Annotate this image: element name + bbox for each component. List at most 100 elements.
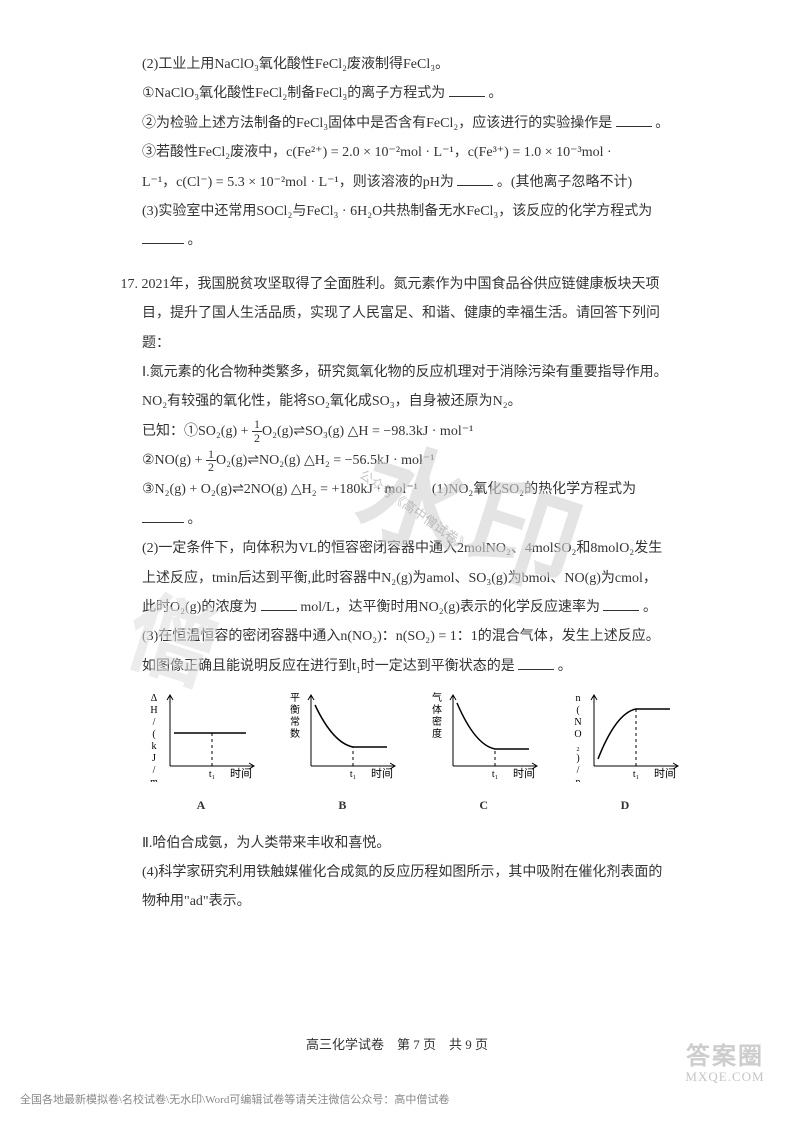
svg-text:体: 体: [432, 704, 442, 716]
svg-text:气: 气: [432, 691, 442, 704]
text-line: ②NO(g) + 12O₂(g)⇌NO₂(g) △H₂ = −56.5kJ · …: [142, 446, 684, 475]
svg-text:n: n: [575, 777, 580, 782]
chart-d: n(NO₂)/n(SO₂) t₁ 时间 D: [566, 687, 684, 818]
svg-text:J: J: [152, 753, 156, 764]
blank-field[interactable]: [518, 654, 554, 669]
question-17: 17. 2021年，我国脱贫攻坚取得了全面胜利。氮元素作为中国食品谷供应链健康板…: [142, 270, 684, 917]
text: 如图像正确且能说明反应在进行到t₁时一定达到平衡状态的是: [142, 659, 515, 674]
text-line: (3)实验室中还常用SOCl₂与FeCl₃ · 6H₂O共热制备无水FeCl₃，…: [142, 197, 684, 226]
chart-label: C: [425, 793, 543, 818]
chart-b-svg: 平衡常数 t₁ 时间: [283, 687, 401, 782]
text-line: (4)科学家研究利用铁触媒催化合成氮的反应历程如图所示，其中吸附在催化剂表面的: [142, 858, 684, 887]
text-line: Ⅰ.氮元素的化合物种类繁多，研究氮氧化物的反应机理对于消除污染有重要指导作用。: [142, 358, 684, 387]
chart-d-svg: n(NO₂)/n(SO₂) t₁ 时间: [566, 687, 684, 782]
svg-text:/: /: [577, 765, 580, 776]
svg-text:时间: 时间: [230, 767, 252, 780]
chart-c-svg: 气体密度 t₁ 时间: [425, 687, 543, 782]
blank-field[interactable]: [261, 596, 297, 611]
text-line: Ⅱ.哈伯合成氨，为人类带来丰收和喜悦。: [142, 829, 684, 858]
text: (1)NO₂氧化SO₂的热化学方程式为: [432, 482, 636, 497]
text-line: (2)工业上用NaClO₃氧化酸性FeCl₂废液制得FeCl₃。: [142, 50, 684, 79]
svg-text:衡: 衡: [290, 704, 300, 716]
text: ①NaClO₃氧化酸性FeCl₂制备FeCl₃的离子方程式为: [142, 86, 445, 101]
question-number: 17.: [110, 270, 138, 299]
text-line: (2)一定条件下，向体积为VL的恒容密闭容器中通入2molNO₂、4molSO₂…: [142, 534, 684, 563]
text-line: (3)在恒温恒容的密闭容器中通入n(NO₂)：n(SO₂) = 1：1的混合气体…: [142, 622, 684, 651]
text: 。: [643, 600, 657, 615]
svg-text:₂: ₂: [576, 741, 580, 752]
text: 此时O₂(g)的浓度为: [142, 600, 257, 615]
text-line: ②为检验上述方法制备的FeCl₃固体中是否含有FeCl₂，应该进行的实验操作是 …: [142, 109, 684, 138]
svg-text:k: k: [152, 741, 157, 752]
svg-text:t₁: t₁: [209, 769, 215, 780]
text: 。: [188, 512, 202, 527]
text-line: 此时O₂(g)的浓度为 mol/L，达平衡时用NO₂(g)表示的化学反应速率为 …: [142, 593, 684, 622]
text-line: 如图像正确且能说明反应在进行到t₁时一定达到平衡状态的是 。: [142, 652, 684, 681]
text: ②为检验上述方法制备的FeCl₃固体中是否含有FeCl₂，应该进行的实验操作是: [142, 116, 612, 131]
text: 已知：①SO₂(g) +: [142, 424, 252, 439]
svg-text:时间: 时间: [654, 767, 676, 780]
chart-label: D: [566, 793, 684, 818]
text: 。(其他离子忽略不计): [497, 175, 632, 190]
text: 。: [488, 86, 502, 101]
text-line: ③若酸性FeCl₂废液中，c(Fe²⁺) = 2.0 × 10⁻²mol · L…: [142, 138, 684, 167]
svg-text:t₁: t₁: [350, 769, 356, 780]
chart-a-svg: ΔH/(kJ/mol) t₁ 时间: [142, 687, 260, 782]
svg-text:Δ: Δ: [151, 693, 158, 704]
svg-text:平: 平: [290, 693, 300, 704]
svg-text:数: 数: [290, 727, 300, 740]
text: 。: [558, 659, 572, 674]
svg-text:常: 常: [290, 715, 300, 728]
svg-text:n: n: [575, 693, 580, 704]
svg-text:度: 度: [432, 727, 442, 740]
text: O₂(g)⇌NO₂(g) △H₂ = −56.5kJ · mol⁻¹: [216, 453, 435, 468]
chart-label: B: [283, 793, 401, 818]
text-line: NO₂有较强的氧化性，能将SO₂氧化成SO₃，自身被还原为N₂。: [142, 387, 684, 416]
text-line: 目，提升了国人生活品质，实现了人民富足、和谐、健康的幸福生活。请回答下列问: [142, 299, 684, 328]
blank-field[interactable]: [449, 82, 485, 97]
text-line: 17. 2021年，我国脱贫攻坚取得了全面胜利。氮元素作为中国食品谷供应链健康板…: [142, 270, 684, 299]
text-line: 题：: [142, 329, 684, 358]
blank-field[interactable]: [616, 111, 652, 126]
badge-title: 答案圈: [670, 1045, 780, 1070]
chart-c: 气体密度 t₁ 时间 C: [425, 687, 543, 818]
blank-field[interactable]: [457, 170, 493, 185]
fraction: 12: [252, 418, 262, 444]
text-line: L⁻¹，c(Cl⁻) = 5.3 × 10⁻²mol · L⁻¹，则该溶液的pH…: [142, 168, 684, 197]
svg-text:密: 密: [432, 715, 442, 728]
text-line: 。: [142, 226, 684, 255]
text: 2021年，我国脱贫攻坚取得了全面胜利。氮元素作为中国食品谷供应链健康板块天项: [142, 277, 660, 292]
svg-text:时间: 时间: [513, 767, 535, 780]
corner-badge: 答案圈 MXQE.COM: [670, 1045, 780, 1099]
svg-text:m: m: [150, 777, 158, 782]
text-line: 。: [142, 505, 684, 534]
fraction: 12: [206, 448, 216, 474]
svg-text:/: /: [153, 717, 156, 728]
blank-field[interactable]: [142, 507, 184, 522]
chart-a: ΔH/(kJ/mol) t₁ 时间 A: [142, 687, 260, 818]
text: 。: [655, 116, 669, 131]
charts-row: ΔH/(kJ/mol) t₁ 时间 A 平衡常数 t₁: [142, 687, 684, 818]
blank-field[interactable]: [142, 229, 184, 244]
svg-text:O: O: [574, 729, 581, 740]
text-line: 上述反应，tmin后达到平衡,此时容器中N₂(g)为amol、SO₃(g)为bm…: [142, 564, 684, 593]
text: ③N₂(g) + O₂(g)⇌2NO(g) △H₂ = +180kJ · mol…: [142, 482, 418, 497]
svg-text:): ): [576, 753, 579, 764]
text-line: ①NaClO₃氧化酸性FeCl₂制备FeCl₃的离子方程式为 。: [142, 79, 684, 108]
svg-text:N: N: [574, 717, 581, 728]
chart-label: A: [142, 793, 260, 818]
text-line: ③N₂(g) + O₂(g)⇌2NO(g) △H₂ = +180kJ · mol…: [142, 475, 684, 504]
blank-field[interactable]: [603, 596, 639, 611]
text: mol/L，达平衡时用NO₂(g)表示的化学反应速率为: [300, 600, 600, 615]
question-16-continued: (2)工业上用NaClO₃氧化酸性FeCl₂废液制得FeCl₃。 ①NaClO₃…: [142, 50, 684, 256]
text-line: 已知：①SO₂(g) + 12O₂(g)⇌SO₃(g) △H = −98.3kJ…: [142, 417, 684, 446]
svg-text:t₁: t₁: [633, 769, 639, 780]
text: ②NO(g) +: [142, 453, 206, 468]
text: L⁻¹，c(Cl⁻) = 5.3 × 10⁻²mol · L⁻¹，则该溶液的pH…: [142, 175, 454, 190]
svg-text:时间: 时间: [371, 767, 393, 780]
badge-url: MXQE.COM: [670, 1070, 780, 1083]
svg-text:H: H: [150, 705, 157, 716]
chart-b: 平衡常数 t₁ 时间 B: [283, 687, 401, 818]
spacer: [110, 256, 684, 270]
footer-note: 全国各地最新模拟卷\名校试卷\无水印\Word可编辑试卷等请关注微信公众号：高中…: [20, 1091, 449, 1107]
